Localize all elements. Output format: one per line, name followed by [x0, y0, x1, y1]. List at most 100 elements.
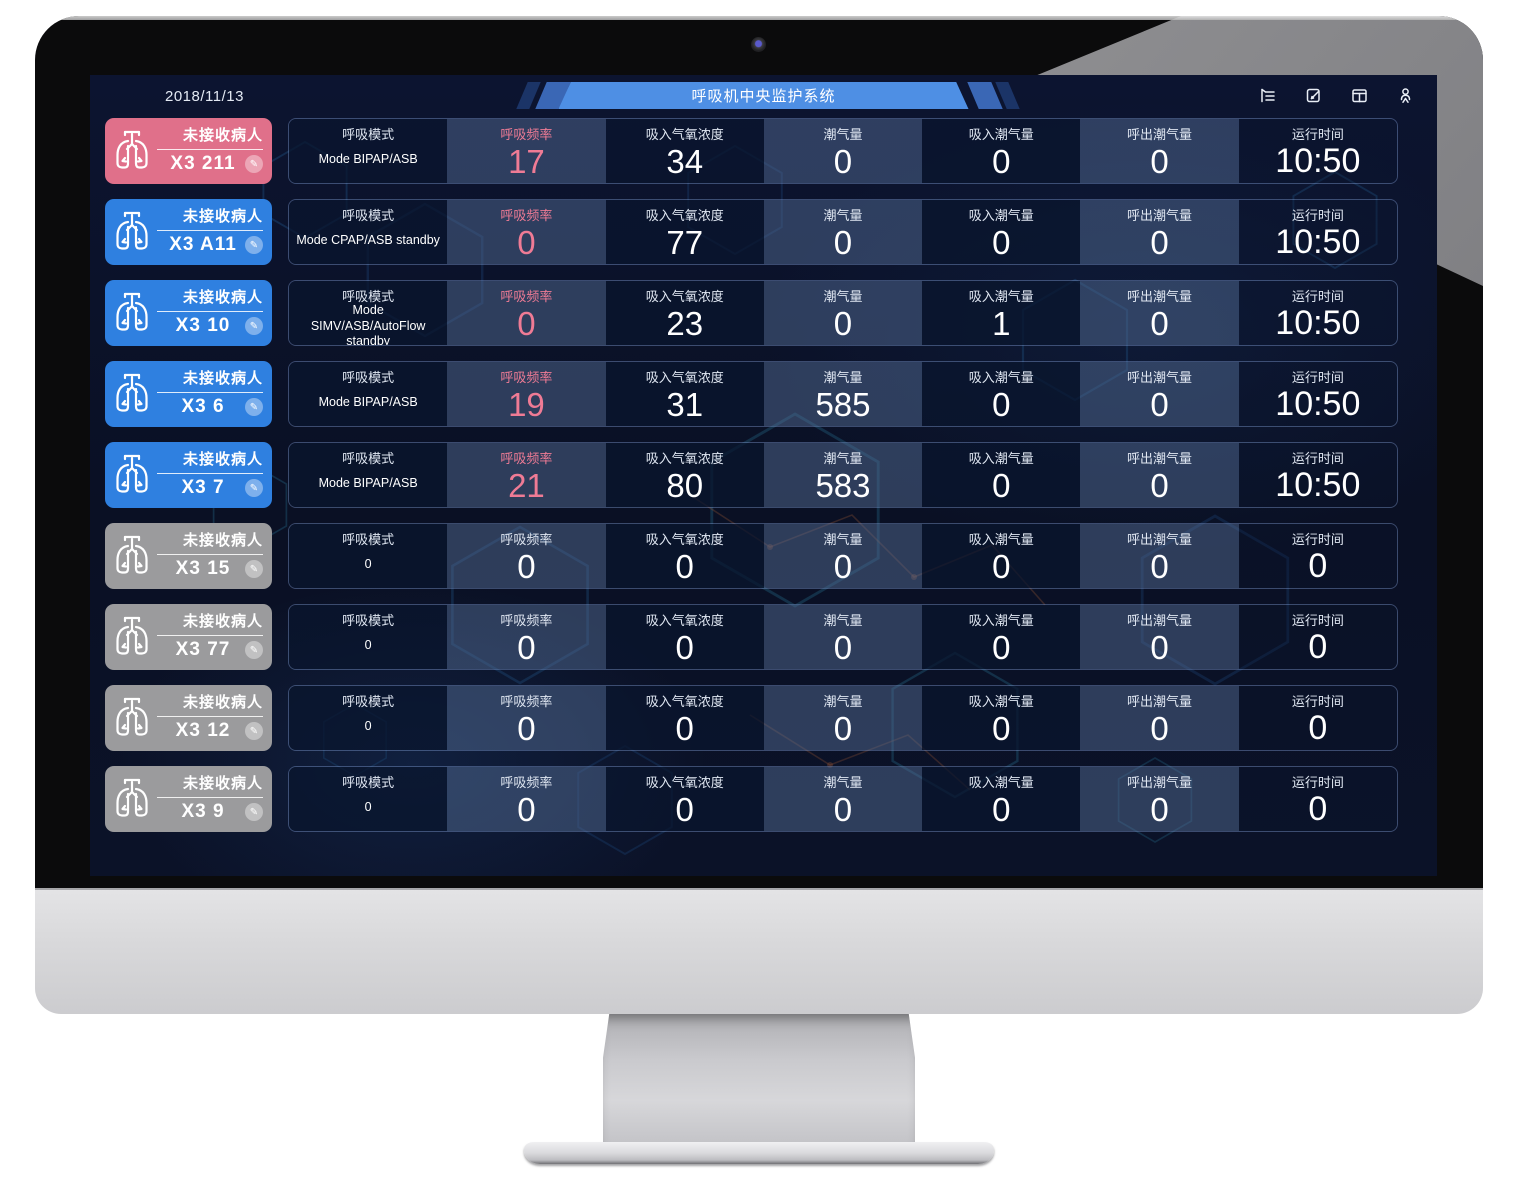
cell-tidal-out: 呼出潮气量 0 [1080, 281, 1239, 345]
cell-value: 0 [992, 709, 1011, 747]
cell-label: 潮气量 [823, 127, 863, 142]
patient-card[interactable]: 未接收病人 X3 12 ✎ [105, 685, 272, 751]
cell-rate: 呼吸频率 17 [447, 119, 606, 183]
cell-tidal: 潮气量 583 [763, 443, 923, 507]
edit-icon[interactable]: ✎ [245, 641, 263, 659]
edit-icon[interactable]: ✎ [245, 560, 263, 578]
edit-icon[interactable]: ✎ [245, 398, 263, 416]
patient-card-text: 未接收病人 X3 15 ✎ [157, 532, 263, 580]
cell-label: 呼出潮气量 [1127, 532, 1193, 547]
cell-tidal-in: 吸入潮气量 0 [922, 524, 1081, 588]
cell-label: 呼吸模式 [342, 370, 395, 385]
cell-tidal-out: 呼出潮气量 0 [1080, 362, 1239, 426]
cell-value: 0 [675, 547, 694, 585]
patient-card[interactable]: 未接收病人 X3 15 ✎ [105, 523, 272, 589]
note-edit-icon[interactable] [1304, 86, 1323, 105]
cell-fio2: 吸入气氧浓度 0 [605, 767, 764, 831]
cell-fio2: 吸入气氧浓度 0 [605, 605, 764, 669]
patient-status-label: 未接收病人 [182, 694, 263, 711]
cell-label: 运行时间 [1291, 532, 1344, 547]
patient-card-text: 未接收病人 X3 9 ✎ [157, 775, 263, 823]
cell-label: 呼吸频率 [500, 694, 553, 709]
cell-label: 吸入气氧浓度 [645, 694, 724, 709]
patient-card-text: 未接收病人 X3 12 ✎ [157, 694, 263, 742]
cell-label: 吸入气氧浓度 [645, 208, 724, 223]
patient-id-row: X3 211 ✎ [157, 153, 263, 175]
cell-value: 10:50 [1275, 466, 1361, 504]
user-icon[interactable] [1396, 86, 1415, 105]
cell-tidal-in: 吸入潮气量 0 [922, 605, 1081, 669]
patient-card[interactable]: 未接收病人 X3 9 ✎ [105, 766, 272, 832]
cell-value: Mode BIPAP/ASB [318, 476, 418, 491]
lung-icon [112, 209, 152, 255]
cell-rate: 呼吸频率 0 [447, 767, 606, 831]
patient-row: 未接收病人 X3 12 ✎ 呼吸模式 0 呼吸频率 0 吸入气氧浓度 0 [105, 685, 1398, 751]
cell-tidal: 潮气量 585 [763, 362, 923, 426]
vitals-row-card[interactable]: 呼吸模式 Mode CPAP/ASB standby 呼吸频率 0 吸入气氧浓度… [288, 199, 1398, 265]
cell-rate: 呼吸频率 0 [447, 686, 606, 750]
cell-label: 运行时间 [1291, 208, 1344, 223]
cell-tidal: 潮气量 0 [763, 281, 923, 345]
cell-mode: 呼吸模式 0 [289, 686, 448, 750]
patient-row: 未接收病人 X3 10 ✎ 呼吸模式 Mode SIMV/ASB/AutoFlo… [105, 280, 1398, 346]
cell-mode: 呼吸模式 Mode SIMV/ASB/AutoFlow standby [289, 281, 448, 345]
patient-row: 未接收病人 X3 77 ✎ 呼吸模式 0 呼吸频率 0 吸入气氧浓度 0 [105, 604, 1398, 670]
vitals-row-card[interactable]: 呼吸模式 0 呼吸频率 0 吸入气氧浓度 0 潮气量 0 吸入潮气量 0 呼出潮… [288, 523, 1398, 589]
title-banner: 呼吸机中央监护系统 [514, 82, 1020, 109]
cell-rate: 呼吸频率 0 [447, 605, 606, 669]
edit-icon[interactable]: ✎ [245, 722, 263, 740]
cell-runtime: 运行时间 10:50 [1238, 200, 1397, 264]
layout-icon[interactable] [1350, 86, 1369, 105]
edit-icon[interactable]: ✎ [245, 317, 263, 335]
menu-tree-icon[interactable] [1258, 86, 1277, 105]
cell-rate: 呼吸频率 0 [447, 281, 606, 345]
patient-card[interactable]: 未接收病人 X3 A11 ✎ [105, 199, 272, 265]
patient-status-label: 未接收病人 [182, 532, 263, 549]
cell-label: 运行时间 [1291, 370, 1344, 385]
vitals-row-card[interactable]: 呼吸模式 0 呼吸频率 0 吸入气氧浓度 0 潮气量 0 吸入潮气量 0 呼出潮… [288, 604, 1398, 670]
cell-tidal-out: 呼出潮气量 0 [1080, 605, 1239, 669]
patient-id: X3 10 [175, 315, 231, 336]
patient-card[interactable]: 未接收病人 X3 7 ✎ [105, 442, 272, 508]
edit-icon[interactable]: ✎ [245, 155, 263, 173]
edit-icon[interactable]: ✎ [245, 479, 263, 497]
vitals-row-card[interactable]: 呼吸模式 0 呼吸频率 0 吸入气氧浓度 0 潮气量 0 吸入潮气量 0 呼出潮… [288, 685, 1398, 751]
vitals-row-card[interactable]: 呼吸模式 Mode BIPAP/ASB 呼吸频率 21 吸入气氧浓度 80 潮气… [288, 442, 1398, 508]
cell-value: 0 [1150, 223, 1169, 261]
cell-tidal-out: 呼出潮气量 0 [1080, 686, 1239, 750]
cell-value: 0 [992, 223, 1011, 261]
edit-icon[interactable]: ✎ [245, 236, 263, 254]
cell-label: 吸入潮气量 [968, 127, 1034, 142]
vitals-row-card[interactable]: 呼吸模式 Mode SIMV/ASB/AutoFlow standby 呼吸频率… [288, 280, 1398, 346]
cell-value: 21 [508, 466, 545, 504]
patient-card[interactable]: 未接收病人 X3 211 ✎ [105, 118, 272, 184]
patient-card[interactable]: 未接收病人 X3 6 ✎ [105, 361, 272, 427]
cell-label: 呼吸频率 [500, 127, 553, 142]
cell-label: 潮气量 [823, 775, 863, 790]
cell-value: 0 [992, 142, 1011, 180]
cell-label: 呼出潮气量 [1127, 775, 1193, 790]
cell-value: 0 [1308, 628, 1328, 666]
cell-value: 0 [992, 790, 1011, 828]
cell-value: 17 [508, 142, 545, 180]
vitals-row-card[interactable]: 呼吸模式 0 呼吸频率 0 吸入气氧浓度 0 潮气量 0 吸入潮气量 0 呼出潮… [288, 766, 1398, 832]
vitals-row-card[interactable]: 呼吸模式 Mode BIPAP/ASB 呼吸频率 19 吸入气氧浓度 31 潮气… [288, 361, 1398, 427]
cell-value: 0 [992, 628, 1011, 666]
patient-card[interactable]: 未接收病人 X3 77 ✎ [105, 604, 272, 670]
cell-runtime: 运行时间 0 [1238, 767, 1397, 831]
cell-mode: 呼吸模式 Mode BIPAP/ASB [289, 362, 448, 426]
patient-id: X3 77 [175, 639, 231, 660]
cell-value: 77 [666, 223, 704, 261]
cell-runtime: 运行时间 0 [1238, 686, 1397, 750]
patient-id: X3 6 [181, 396, 225, 417]
patient-id-row: X3 9 ✎ [157, 801, 263, 823]
cell-value: 0 [833, 223, 853, 261]
cell-mode: 呼吸模式 0 [289, 767, 448, 831]
vitals-row-card[interactable]: 呼吸模式 Mode BIPAP/ASB 呼吸频率 17 吸入气氧浓度 34 潮气… [288, 118, 1398, 184]
cell-label: 运行时间 [1291, 451, 1344, 466]
cell-label: 呼出潮气量 [1127, 208, 1193, 223]
cell-rate: 呼吸频率 0 [447, 524, 606, 588]
cell-label: 吸入气氧浓度 [645, 775, 724, 790]
patient-card[interactable]: 未接收病人 X3 10 ✎ [105, 280, 272, 346]
edit-icon[interactable]: ✎ [245, 803, 263, 821]
